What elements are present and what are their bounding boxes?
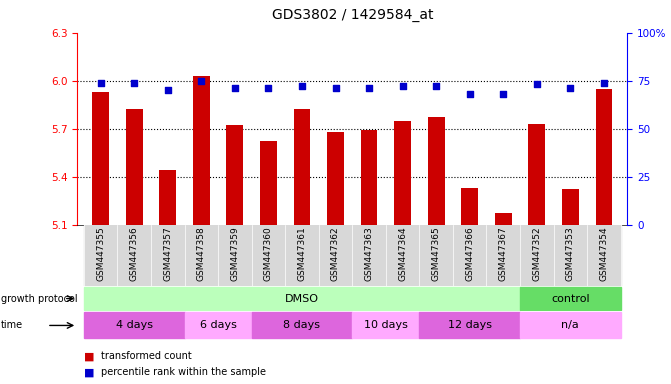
Bar [520, 287, 621, 310]
Bar [520, 225, 554, 286]
Bar [486, 225, 520, 286]
Bar [285, 225, 319, 286]
Bar [562, 189, 579, 225]
Bar [462, 188, 478, 225]
Text: GSM447356: GSM447356 [130, 227, 139, 281]
Text: GSM447362: GSM447362 [331, 227, 340, 281]
Text: GSM447363: GSM447363 [364, 227, 374, 281]
Text: GSM447360: GSM447360 [264, 227, 273, 281]
Bar [419, 313, 520, 338]
Bar [126, 109, 142, 225]
Bar [419, 225, 453, 286]
Bar [352, 225, 386, 286]
Text: percentile rank within the sample: percentile rank within the sample [101, 367, 266, 377]
Text: GSM447359: GSM447359 [230, 227, 240, 281]
Text: 6 days: 6 days [200, 320, 236, 331]
Text: GSM447364: GSM447364 [398, 227, 407, 281]
Bar [252, 313, 352, 338]
Text: n/a: n/a [562, 320, 579, 331]
Bar [395, 121, 411, 225]
Text: 12 days: 12 days [448, 320, 492, 331]
Bar [260, 141, 277, 225]
Point [397, 83, 408, 89]
Bar [520, 313, 621, 338]
Text: ■: ■ [84, 367, 95, 377]
Bar [319, 225, 352, 286]
Bar [193, 76, 210, 225]
Text: transformed count: transformed count [101, 351, 191, 361]
Text: ■: ■ [84, 351, 95, 361]
Bar [151, 225, 185, 286]
Text: DMSO: DMSO [285, 293, 319, 304]
Point [599, 79, 609, 86]
Bar [453, 225, 486, 286]
Text: control: control [551, 293, 590, 304]
Bar [160, 170, 176, 225]
Bar [352, 313, 419, 338]
Point [229, 85, 240, 91]
Point [129, 79, 140, 86]
Text: GSM447353: GSM447353 [566, 227, 575, 281]
Point [330, 85, 341, 91]
Text: GSM447361: GSM447361 [297, 227, 307, 281]
Bar [596, 89, 612, 225]
Text: 10 days: 10 days [364, 320, 408, 331]
Text: GSM447365: GSM447365 [431, 227, 441, 281]
Point [297, 83, 307, 89]
Bar [361, 130, 377, 225]
Point [531, 81, 542, 88]
Point [464, 91, 475, 97]
Point [95, 79, 106, 86]
Text: GSM447366: GSM447366 [465, 227, 474, 281]
Bar [495, 214, 512, 225]
Bar [84, 287, 520, 310]
Bar [185, 225, 218, 286]
Text: time: time [1, 320, 23, 331]
Text: GSM447354: GSM447354 [599, 227, 609, 281]
Bar [327, 132, 344, 225]
Bar [428, 118, 445, 225]
Text: GSM447352: GSM447352 [532, 227, 541, 281]
Point [431, 83, 442, 89]
Point [263, 85, 274, 91]
Point [364, 85, 374, 91]
Bar [554, 225, 587, 286]
Bar [218, 225, 252, 286]
Bar [227, 126, 244, 225]
Point [162, 87, 173, 93]
Text: GSM447357: GSM447357 [163, 227, 172, 281]
Bar [84, 225, 117, 286]
Bar [185, 313, 252, 338]
Point [498, 91, 509, 97]
Text: GSM447358: GSM447358 [197, 227, 206, 281]
Text: GSM447355: GSM447355 [96, 227, 105, 281]
Bar [117, 225, 151, 286]
Bar [84, 313, 185, 338]
Text: 4 days: 4 days [115, 320, 153, 331]
Bar [386, 225, 419, 286]
Text: growth protocol: growth protocol [1, 293, 77, 304]
Text: GSM447367: GSM447367 [499, 227, 508, 281]
Bar [294, 109, 310, 225]
Point [196, 78, 207, 84]
Text: 8 days: 8 days [283, 320, 321, 331]
Text: GDS3802 / 1429584_at: GDS3802 / 1429584_at [272, 8, 433, 22]
Bar [587, 225, 621, 286]
Bar [93, 92, 109, 225]
Bar [252, 225, 285, 286]
Bar [529, 124, 545, 225]
Point [565, 85, 576, 91]
